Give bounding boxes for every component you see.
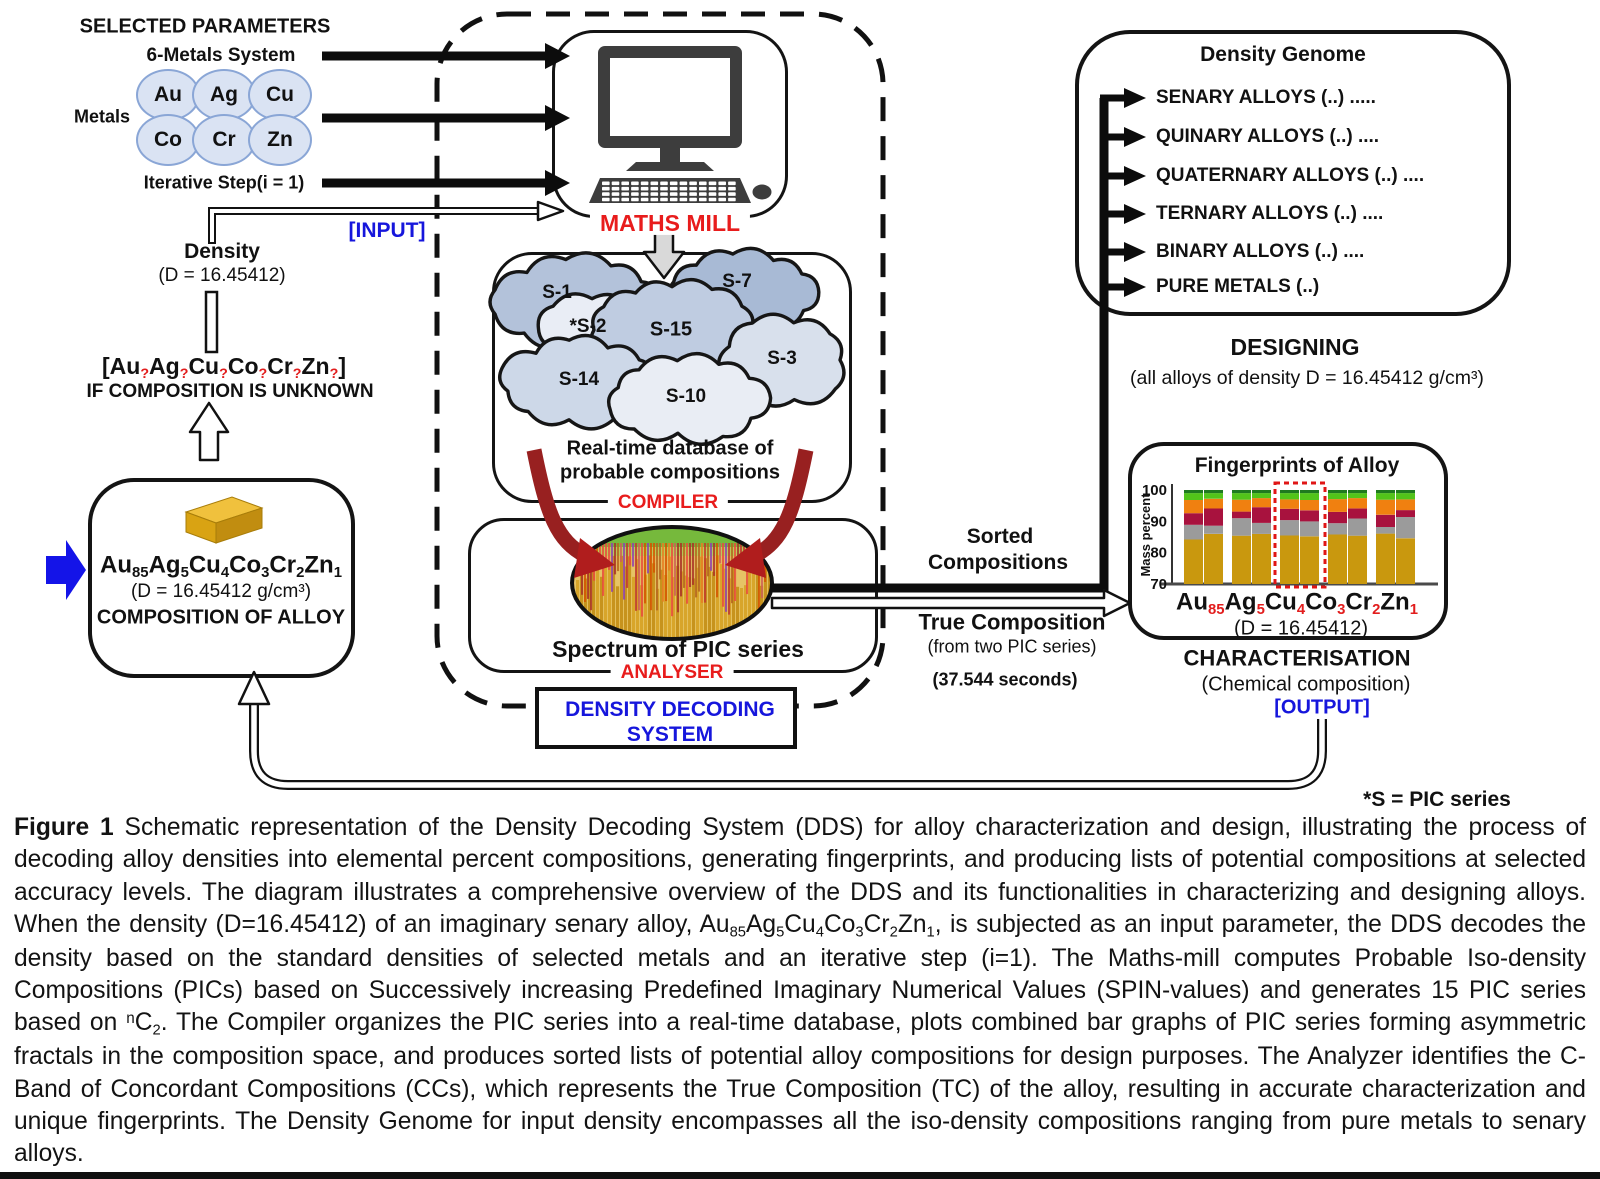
genome-branch-arrows: [1100, 88, 1146, 297]
designing-title: DESIGNING: [1230, 333, 1360, 360]
alloy-density: (D = 16.45412 g/cm³): [130, 581, 312, 603]
computer-icon: [589, 46, 772, 203]
metal-cr: Cr: [192, 114, 256, 166]
genome-item-ternary: TERNARY ALLOYS (..) ....: [1156, 203, 1384, 224]
true-composition-time: (37.544 seconds): [932, 669, 1078, 690]
sorted-line2: Compositions: [928, 550, 1068, 574]
alloy-formula: Au85Ag5Cu4Co3Cr2Zn1: [100, 551, 342, 581]
fingerprints-formula: Au85Ag5Cu4Co3Cr2Zn1: [1176, 588, 1418, 618]
cloud-s1-label: S-1: [542, 282, 572, 304]
pic-series-cloud-database: [488, 246, 846, 446]
red-arrow-right: [750, 448, 814, 563]
selected-parameters-title: SELECTED PARAMETERS: [79, 15, 331, 38]
mass-percent-axis-label: Mass percent: [1138, 493, 1154, 577]
unknown-formula: [Au?Ag?Cu?Co?Cr?Zn?]: [102, 352, 346, 383]
cloud-s14-label: S-14: [558, 369, 600, 391]
figure-caption: Figure 1 Schematic representation of the…: [14, 814, 1587, 1168]
arrow-6metals-input: [322, 43, 570, 69]
genome-item-senary: SENARY ALLOYS (..) .....: [1156, 87, 1376, 108]
fingerprints-bar-chart: 100 90 80 70: [1142, 481, 1438, 593]
feedback-arrowhead: [237, 670, 271, 706]
designing-sub: (all alloys of density D = 16.45412 g/cm…: [1130, 366, 1484, 389]
six-metals-system-label: 6-Metals System: [146, 45, 296, 67]
svg-text:80: 80: [1150, 545, 1167, 562]
true-composition-sub: (from two PIC series): [927, 636, 1097, 657]
density-connector: [204, 290, 219, 354]
arrow-blue-alloy-input: [46, 540, 86, 600]
unknown-caption: IF COMPOSITION IS UNKNOWN: [86, 381, 374, 403]
arrow-mathsmill-to-clouds: [642, 228, 686, 280]
realtime-db-line2: probable compositions: [559, 461, 781, 484]
svg-text:70: 70: [1150, 576, 1167, 593]
characterisation-title: CHARACTERISATION: [1183, 645, 1411, 671]
genome-item-binary: BINARY ALLOYS (..) ....: [1156, 241, 1365, 262]
dds-line1: DENSITY DECODING: [565, 697, 775, 721]
pic-spectrum-ellipse: [570, 525, 774, 641]
realtime-db-line1: Real-time database of: [566, 437, 774, 460]
cloud-s2-label: *S-2: [569, 316, 607, 338]
svg-text:90: 90: [1150, 513, 1167, 530]
cloud-s3-label: S-3: [767, 348, 797, 370]
metal-zn: Zn: [248, 114, 312, 166]
fingerprints-title: Fingerprints of Alloy: [1194, 453, 1400, 477]
dds-line2: SYSTEM: [626, 722, 714, 746]
svg-text:100: 100: [1142, 482, 1167, 499]
metal-cu: Cu: [248, 69, 312, 121]
density-value: (D = 16.45412): [158, 265, 286, 287]
arrow-iterative-input: [322, 170, 570, 196]
cloud-s15-label: S-15: [649, 318, 693, 341]
spectrum-label: Spectrum of PIC series: [552, 635, 804, 662]
footnote-pic-series: *S = PIC series: [1363, 787, 1511, 811]
cloud-s10-label: S-10: [665, 386, 707, 408]
maths-mill-label: MATHS MILL: [589, 211, 751, 235]
sorted-line-and-trunk: [770, 98, 1109, 593]
bottom-rule: [0, 1172, 1600, 1179]
cloud-s7-label: S-7: [722, 271, 752, 293]
characterisation-sub: (Chemical composition): [1201, 673, 1411, 696]
input-tag: [INPUT]: [348, 218, 426, 242]
arrow-true-composition: [770, 588, 1132, 618]
alloy-composition-box: [88, 478, 355, 678]
metal-co: Co: [136, 114, 200, 166]
arrow-alloy-to-unknown: [188, 401, 230, 462]
true-composition-title: True Composition: [918, 609, 1106, 635]
density-genome-title: Density Genome: [1200, 42, 1366, 66]
fingerprints-density: (D = 16.45412): [1234, 617, 1368, 640]
sorted-line1: Sorted: [966, 524, 1034, 548]
metals-label: Metals: [73, 106, 131, 127]
metal-ag: Ag: [192, 69, 256, 121]
density-input-arrowhead: [536, 200, 565, 222]
genome-item-pure: PURE METALS (..): [1156, 276, 1320, 297]
density-title: Density: [184, 239, 260, 263]
arrow-metals-input: [322, 105, 570, 131]
density-genome-box: [1075, 30, 1511, 316]
red-arrow-left: [526, 448, 590, 563]
analyser-label: ANALYSER: [610, 663, 734, 683]
alloy-box-label: COMPOSITION OF ALLOY: [96, 606, 346, 629]
iterative-step-label: Iterative Step(i = 1): [143, 172, 305, 193]
genome-item-quaternary: QUATERNARY ALLOYS (..) ....: [1156, 165, 1425, 186]
genome-item-quinary: QUINARY ALLOYS (..) ....: [1156, 126, 1380, 147]
compiler-label: COMPILER: [607, 493, 729, 513]
density-decoding-system-box: DENSITY DECODING SYSTEM: [535, 687, 797, 749]
output-tag: [OUTPUT]: [1274, 696, 1370, 719]
gold-bar-icon: [184, 496, 264, 544]
